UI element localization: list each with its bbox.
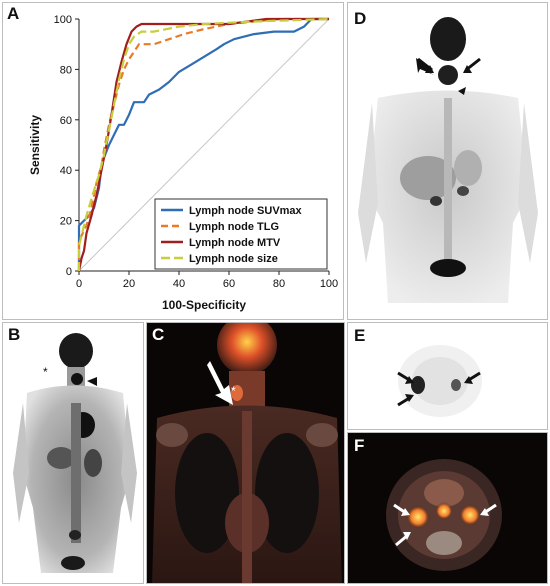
pet-mip-image-2: [358, 17, 538, 303]
series-line-2: [77, 17, 329, 271]
y-tick-label: 0: [66, 266, 72, 278]
pet-ct-coronal-image: *: [152, 323, 342, 583]
axial-fusion-image: [386, 459, 502, 571]
panel-e-axial-pet: E: [347, 322, 548, 430]
panel-a-label: A: [7, 4, 20, 23]
panel-f-axial-fusion: F: [347, 432, 548, 584]
roc-chart-svg: 0 20 40 60 80 100 0 20 40 60 80 100 100-Specificity S…: [28, 14, 338, 312]
axial-pet-image: [397, 345, 482, 417]
legend-label-3: Lymph node MTV: [189, 237, 281, 249]
x-tick-label: 80: [273, 278, 285, 290]
series-line-3: [77, 17, 329, 272]
x-tick-label: 20: [123, 278, 135, 290]
legend-box: [154, 198, 328, 270]
y-tick-label: 100: [54, 14, 72, 26]
pet-mip-image: *: [13, 333, 137, 573]
legend-label-1: Lymph node SUVmax: [189, 205, 303, 217]
x-tick-label: 40: [173, 278, 185, 290]
legend-label-2: Lymph node TLG: [189, 221, 279, 233]
legend-label-4: Lymph node size: [189, 253, 278, 265]
panel-d-label: D: [354, 9, 367, 28]
y-tick-label: 20: [60, 216, 72, 228]
y-tick-label: 40: [60, 165, 72, 177]
panel-c-label: C: [152, 325, 165, 344]
y-tick-label: 60: [60, 115, 72, 127]
y-tick-label: 80: [60, 64, 72, 76]
svg-text:*: *: [231, 384, 236, 398]
reference-diagonal: [78, 18, 330, 272]
panel-e-label: E: [354, 326, 366, 345]
panel-b-label: B: [8, 325, 21, 344]
x-tick-label: 0: [76, 278, 82, 290]
series-line-4: [77, 17, 330, 271]
x-axis-label: 100-Specificity: [162, 298, 246, 312]
panel-c-pet-ct-fusion: C *: [146, 322, 345, 584]
y-axis-label: Sensitivity: [28, 115, 42, 175]
panel-b-pet-mip: B *: [2, 322, 144, 584]
svg-text:*: *: [43, 365, 48, 379]
x-tick-label: 100: [320, 278, 338, 290]
x-tick-label: 60: [223, 278, 235, 290]
panel-a-roc-chart: A 0 20 40 60 80 100 0 20 40 60 80 100 100-Specificit…: [2, 2, 344, 320]
panel-d-pet-mip: D: [347, 2, 548, 320]
panel-f-label: F: [354, 436, 365, 455]
